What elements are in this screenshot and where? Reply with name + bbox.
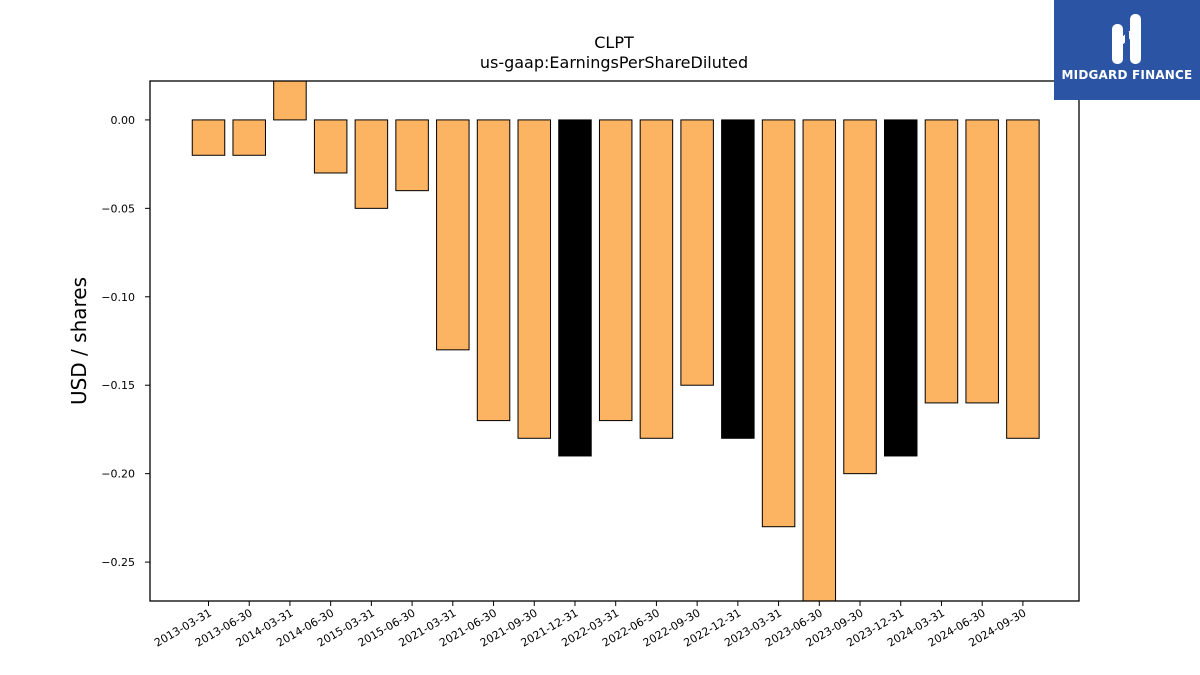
bar-2022-12-31 bbox=[721, 119, 755, 439]
y-tick-label: −0.10 bbox=[101, 291, 135, 304]
bar-2024-06-30 bbox=[965, 119, 999, 404]
bar-2023-09-30 bbox=[843, 119, 877, 475]
bar-2021-06-30 bbox=[476, 119, 511, 422]
y-tick-label: −0.15 bbox=[101, 379, 135, 392]
bar-2013-03-31 bbox=[191, 119, 226, 156]
plot-frame bbox=[149, 80, 1080, 602]
bar-2014-03-31 bbox=[273, 81, 307, 121]
chart-title: CLPT bbox=[594, 33, 634, 52]
bar-2022-09-30 bbox=[680, 119, 714, 386]
midgard-finance-logo: MIDGARD FINANCE bbox=[1054, 0, 1200, 100]
bar-2021-09-30 bbox=[517, 119, 552, 439]
y-ticks-group: 0.00 −0.05 −0.10 −0.15 −0.20 −0.25 bbox=[101, 114, 150, 569]
bars-group bbox=[191, 81, 1040, 601]
bar-2023-03-31 bbox=[761, 119, 796, 528]
logo-text: MIDGARD FINANCE bbox=[1061, 68, 1193, 82]
y-tick-label: 0.00 bbox=[111, 114, 136, 127]
bar-2022-03-31 bbox=[598, 119, 633, 422]
bar-2015-03-31 bbox=[354, 119, 389, 209]
y-tick-label: −0.05 bbox=[101, 202, 135, 215]
bar-2023-06-30 bbox=[802, 119, 837, 601]
bar-2014-06-30 bbox=[313, 119, 348, 174]
bar-2015-06-30 bbox=[395, 119, 429, 192]
y-tick-label: −0.20 bbox=[101, 468, 135, 481]
x-ticks-group: 2013-03-312013-06-302014-03-312014-06-30… bbox=[152, 601, 1028, 650]
y-tick-label: −0.25 bbox=[101, 556, 135, 569]
chart-subtitle: us-gaap:EarningsPerShareDiluted bbox=[480, 53, 748, 72]
y-axis-label: USD / shares bbox=[67, 277, 91, 405]
bar-2021-12-31 bbox=[558, 119, 592, 457]
bar-2023-12-31 bbox=[883, 119, 918, 457]
bar-2024-03-31 bbox=[924, 119, 959, 404]
bar-2013-06-30 bbox=[232, 119, 266, 156]
bar-2021-03-31 bbox=[436, 119, 470, 351]
bar-2022-06-30 bbox=[639, 119, 674, 439]
bar-2024-09-30 bbox=[1006, 119, 1040, 439]
logo-mark-icon bbox=[1112, 14, 1141, 64]
